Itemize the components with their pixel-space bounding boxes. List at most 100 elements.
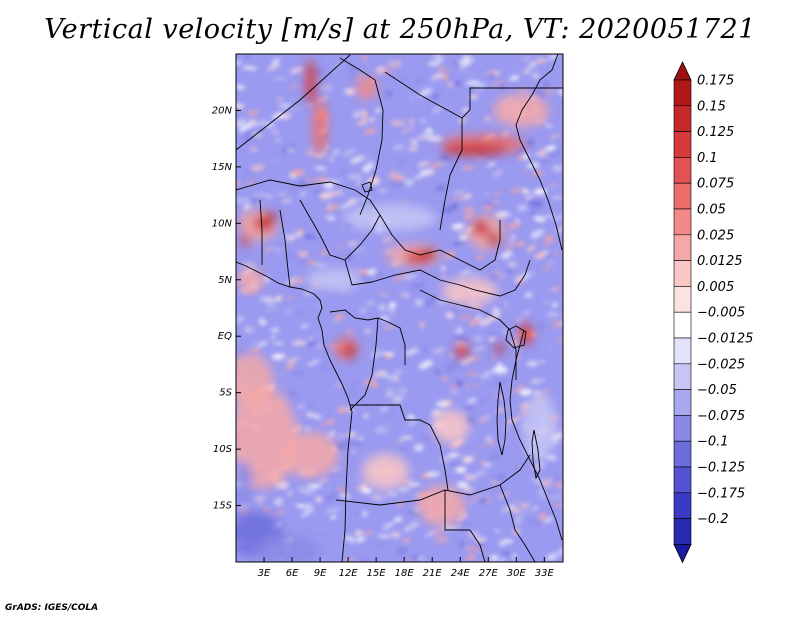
field-speckle xyxy=(488,117,495,123)
field-speckle xyxy=(393,368,405,373)
field-speckle xyxy=(510,233,516,240)
field-speckle xyxy=(346,254,353,261)
field-speckle xyxy=(520,502,530,509)
field-speckle xyxy=(478,497,489,503)
field-speckle xyxy=(405,480,414,484)
field-speckle xyxy=(329,515,337,520)
field-speckle xyxy=(462,194,473,199)
field-speckle xyxy=(335,383,343,388)
field-speckle xyxy=(483,462,492,467)
field-speckle xyxy=(456,514,467,521)
field-speckle xyxy=(425,471,440,478)
field-feature xyxy=(441,144,507,156)
field-speckle xyxy=(495,407,507,413)
field-speckle xyxy=(419,321,425,329)
field-speckle xyxy=(539,324,545,329)
field-speckle xyxy=(544,145,557,151)
field-speckle xyxy=(463,477,476,481)
field-speckle xyxy=(533,72,538,75)
field-speckle xyxy=(416,161,429,167)
colorbar-bottom-arrow xyxy=(673,544,692,564)
field-speckle xyxy=(531,170,545,176)
field-speckle xyxy=(527,244,538,250)
field-speckle xyxy=(385,90,393,98)
colorbar-swatch xyxy=(673,415,692,442)
colorbar-swatch xyxy=(673,492,692,519)
colorbar-swatch xyxy=(673,131,692,158)
field-speckle xyxy=(523,68,531,75)
border-central-1 xyxy=(344,259,531,297)
lat-tick-label: 15N xyxy=(212,162,233,173)
field-speckle xyxy=(435,535,450,540)
field-speckle xyxy=(362,413,370,419)
field-speckle xyxy=(547,186,559,192)
field-speckle xyxy=(271,353,287,359)
field-speckle xyxy=(431,526,445,537)
field-speckle xyxy=(552,302,558,308)
field-speckle xyxy=(509,149,523,158)
field-speckle xyxy=(490,554,498,562)
border-sahara-3 xyxy=(384,71,463,231)
field-speckle xyxy=(458,315,472,320)
field-speckle xyxy=(435,368,440,375)
field-feature xyxy=(355,76,378,100)
lat-tick-label: 10N xyxy=(212,218,233,229)
grads-credit: GrADS: IGES/COLA xyxy=(5,603,99,613)
axis-ticks: 3E 6E 9E 12E 15E 18E 21E 24E 27E 30E 33E 20N 15N 10N 5… xyxy=(212,105,555,579)
field-speckle xyxy=(440,468,455,473)
field-speckle xyxy=(320,364,329,371)
field-speckle xyxy=(447,453,459,458)
field-feature xyxy=(305,59,317,105)
field-speckle xyxy=(325,496,332,501)
colorbar-swatch xyxy=(673,260,692,287)
field-speckle xyxy=(242,197,250,205)
field-speckle xyxy=(552,320,563,329)
field-speckle xyxy=(353,112,360,118)
field-speckle xyxy=(400,126,415,134)
lon-tick-label: 24E xyxy=(451,568,471,579)
field-feature xyxy=(312,99,328,156)
colorbar-label: 0.05 xyxy=(697,203,726,218)
field-speckle xyxy=(545,478,553,484)
field-speckle xyxy=(442,204,458,214)
field-speckle xyxy=(351,438,363,446)
field-speckle xyxy=(515,218,520,224)
field-speckle xyxy=(545,455,558,460)
coastline-southeast xyxy=(509,329,563,541)
field-speckle xyxy=(485,435,493,443)
field-speckle xyxy=(381,236,394,243)
field-speckle xyxy=(408,119,415,124)
field-speckle xyxy=(361,55,368,62)
field-speckle xyxy=(457,115,471,124)
field-feature xyxy=(522,392,557,461)
field-speckle xyxy=(515,315,525,323)
field-speckle xyxy=(251,120,267,127)
colorbar-label: 0.175 xyxy=(697,74,734,89)
field-speckle xyxy=(525,519,542,526)
field-speckle xyxy=(546,552,559,561)
field-speckle xyxy=(378,304,386,311)
field-speckle xyxy=(491,480,499,485)
coastline-east-africa xyxy=(515,54,563,251)
field-speckle xyxy=(291,340,307,346)
field-speckle xyxy=(386,423,394,428)
field-speckle xyxy=(332,318,338,323)
field-speckle xyxy=(430,73,441,81)
field-speckle xyxy=(257,503,264,507)
field-speckle xyxy=(306,484,322,489)
field-speckle xyxy=(557,339,563,344)
field-speckle xyxy=(519,389,532,396)
field-speckle xyxy=(399,549,404,554)
field-speckle xyxy=(420,170,426,174)
field-speckle xyxy=(338,407,347,414)
field-speckle xyxy=(331,490,347,495)
field-speckle xyxy=(456,230,468,234)
field-speckle xyxy=(510,266,515,270)
lon-tick-label: 30E xyxy=(507,568,527,579)
field-speckle xyxy=(548,319,560,322)
field-speckle xyxy=(455,380,464,387)
border-drc-east xyxy=(419,289,517,380)
field-speckle xyxy=(544,389,549,394)
field-speckle xyxy=(452,239,467,247)
field-speckle xyxy=(500,251,513,259)
